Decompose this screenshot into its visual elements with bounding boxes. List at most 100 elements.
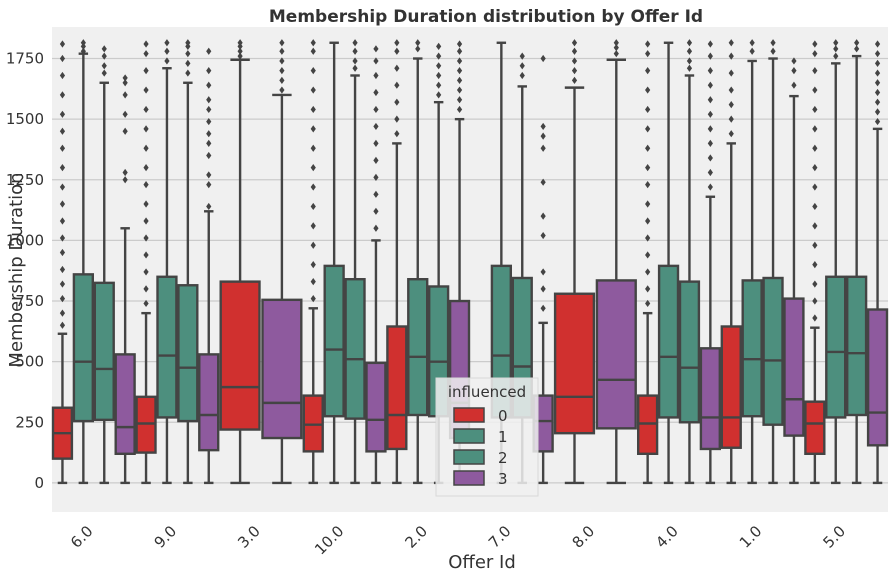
box-plot-3.0-3 [261,39,303,485]
outlier-point [373,71,379,80]
iqr-box [804,400,826,456]
legend-label: 3 [498,470,508,488]
x-tick-label: 2.0 [401,522,431,552]
box-plot-2.0-1 [407,39,429,485]
outlier-point [645,125,651,133]
outlier-point [645,234,651,242]
outlier-point [59,280,66,288]
outlier-point [59,164,66,172]
x-tick-label: 10.0 [311,522,347,558]
y-tick-label: 1500 [6,110,44,128]
box-plot-10.0-3 [365,45,387,485]
outlier-point [143,86,149,94]
outlier-point [791,67,797,75]
box-plot-5.0-1 [825,39,847,485]
box-plot-8.0-3 [595,39,637,485]
chart-title: Membership Duration distribution by Offe… [269,7,703,27]
outlier-point [707,154,713,162]
outlier-point [59,248,66,257]
outlier-point [728,101,734,109]
iqr-box [344,278,366,420]
outlier-point [59,54,66,63]
outlier-point [874,98,881,106]
outlier-point [571,76,578,84]
outlier-point [185,50,191,58]
outlier-point [206,96,212,104]
outlier-point [728,115,734,123]
outlier-point [812,144,818,152]
outlier-point [310,183,316,191]
outlier-point [279,47,285,55]
outlier-point [812,67,818,75]
outlier-point [310,86,316,94]
iqr-box [135,395,157,454]
outlier-point [707,110,713,118]
y-tick-label: 1750 [6,50,44,68]
outlier-point [279,39,285,47]
outlier-point [206,117,212,126]
iqr-box [302,394,324,453]
outlier-point [59,91,66,99]
outlier-point [436,81,442,89]
iqr-box [114,353,136,456]
outlier-point [206,105,212,114]
legend-label: 2 [498,449,508,467]
outlier-point [59,234,66,242]
outlier-point [540,231,546,240]
outlier-point [540,54,546,63]
outlier-point [352,47,358,55]
outlier-point [59,110,66,118]
outlier-point [874,88,881,97]
outlier-point [540,178,546,186]
outlier-point [143,181,149,189]
outlier-point [352,39,358,47]
outlier-point [645,200,651,208]
box-plot-2.0-0 [386,39,408,485]
iqr-box [866,308,889,447]
outlier-point [812,202,818,211]
outlier-point [519,71,525,80]
outlier-point [164,57,170,65]
outlier-point [645,217,651,225]
box-plot-6.0-0 [51,40,74,485]
outlier-point [310,295,316,303]
outlier-point [812,314,818,322]
outlier-point [707,81,713,89]
outlier-point [237,39,243,47]
outlier-point [373,88,379,97]
outlier-point [122,74,128,82]
outlier-point [394,47,400,55]
x-tick-label: 5.0 [819,522,849,552]
x-tick-label: 4.0 [652,522,682,552]
box-plot-3.0-0 [219,39,261,485]
legend-title: influenced [448,383,526,401]
outlier-point [143,217,149,225]
outlier-point [206,81,212,89]
outlier-point [874,79,881,87]
outlier-point [59,144,66,152]
x-tick-label: 3.0 [234,522,264,552]
outlier-point [415,39,421,47]
x-tick-label: 9.0 [151,522,181,552]
box-plot-9.0-2 [177,39,199,485]
outlier-point [143,50,149,58]
iqr-box [219,280,261,431]
outlier-point [122,127,128,135]
outlier-point [812,50,818,58]
outlier-point [373,57,379,65]
outlier-point [645,181,651,189]
outlier-point [310,67,316,75]
box-plot-6.0-2 [93,45,115,485]
outlier-point [206,67,212,75]
y-axis-title: Membership Duration [6,172,27,367]
outlier-point [164,47,170,55]
outlier-point [59,321,66,329]
outlier-point [394,98,400,106]
outlier-point [833,45,839,53]
box-plot-1.0-0 [720,39,742,485]
box-plot-10.0-2 [344,39,366,485]
iqr-box [72,273,95,423]
y-tick-label: 500 [15,353,44,371]
outlier-point [436,52,442,60]
box-plot-4.0-2 [678,39,701,485]
